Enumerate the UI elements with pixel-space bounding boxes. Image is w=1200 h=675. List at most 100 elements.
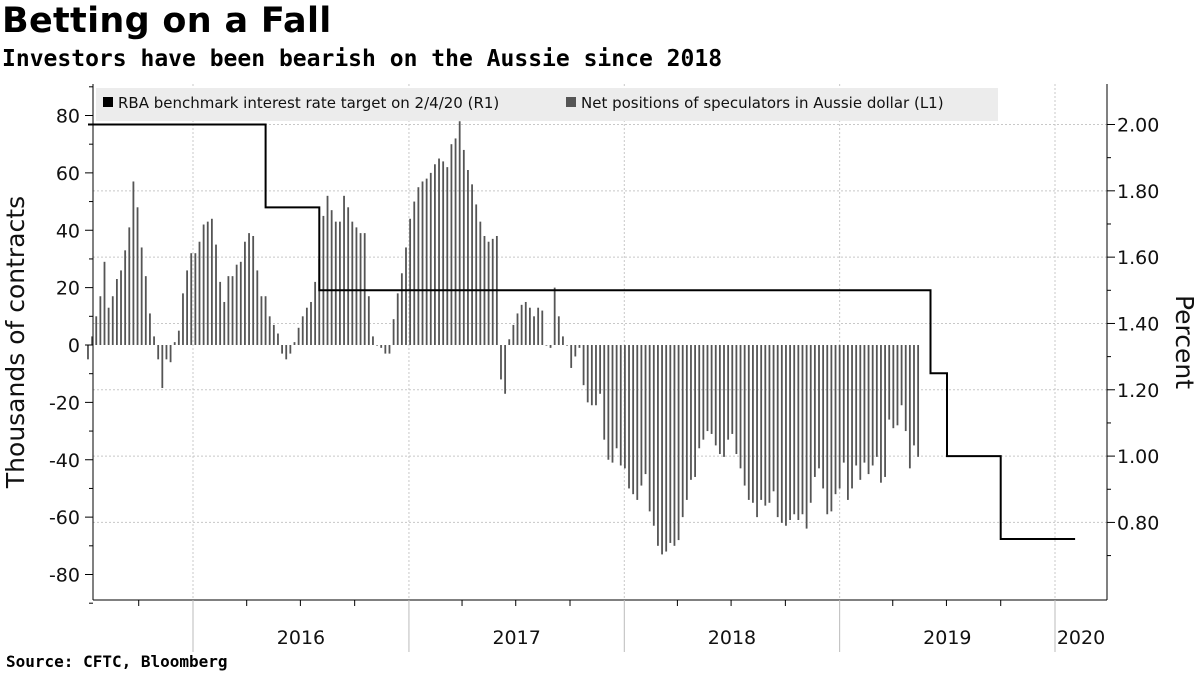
positions-bar	[611, 345, 614, 463]
positions-bar	[904, 345, 907, 432]
positions-bar	[458, 121, 461, 345]
positions-bar	[690, 345, 692, 480]
positions-bar	[198, 241, 201, 345]
legend-background	[96, 88, 998, 121]
positions-bar	[875, 345, 878, 457]
positions-bar	[822, 345, 825, 489]
positions-bar	[215, 244, 217, 345]
positions-bar	[520, 304, 523, 345]
positions-bar	[718, 345, 721, 455]
positions-bar	[685, 345, 688, 500]
positions-bar	[731, 345, 734, 434]
positions-bar	[124, 250, 127, 345]
positions-bar	[244, 241, 246, 345]
positions-bar	[830, 345, 833, 512]
positions-bar	[549, 345, 552, 348]
positions-bar	[801, 345, 804, 515]
legend-label-positions: Net positions of speculators in Aussie d…	[581, 94, 944, 112]
positions-bar	[173, 342, 176, 345]
positions-bar	[504, 345, 507, 394]
positions-bar	[553, 287, 556, 345]
positions-bar	[355, 227, 358, 345]
positions-bar	[772, 345, 775, 492]
positions-bar	[913, 345, 915, 446]
positions-bar	[297, 327, 300, 345]
positions-bar	[917, 345, 920, 457]
positions-bar	[756, 345, 758, 518]
positions-bar	[91, 336, 94, 345]
positions-bar	[396, 293, 399, 345]
x-tick-label-2016: 2016	[277, 627, 325, 649]
positions-bar	[516, 313, 519, 345]
positions-bar	[392, 319, 395, 345]
positions-bar	[512, 324, 515, 345]
positions-bar	[99, 296, 102, 345]
axes: 80 60 40 20 0 -20 -40 -60 -80 2.00 1.80 1.60 1.40 1.2…	[1, 84, 1199, 652]
positions-bar	[277, 333, 279, 345]
positions-bar	[867, 345, 870, 475]
positions-bar	[698, 345, 701, 449]
positions-bar	[677, 345, 680, 541]
positions-bar	[785, 345, 787, 526]
positions-bar	[673, 345, 676, 546]
positions-bar	[446, 167, 449, 345]
positions-bar	[289, 345, 292, 354]
positions-bar	[780, 345, 783, 523]
right-tick-label: 0.80	[1117, 512, 1159, 534]
left-tick-label: 40	[56, 220, 80, 242]
positions-bar	[884, 345, 886, 477]
left-tick-label: 20	[56, 278, 80, 300]
positions-bar	[367, 296, 370, 345]
positions-bar	[231, 276, 234, 345]
positions-bar	[661, 345, 663, 555]
positions-bar	[281, 345, 283, 354]
positions-bar	[896, 345, 899, 426]
positions-bar	[153, 336, 155, 345]
positions-bar	[578, 345, 581, 348]
positions-bar	[120, 270, 122, 345]
positions-bar	[95, 316, 98, 345]
positions-bar	[372, 336, 374, 345]
positions-bar	[851, 345, 853, 489]
positions-bar	[202, 224, 205, 345]
positions-bar	[438, 158, 440, 345]
positions-bar	[450, 144, 453, 345]
positions-bar	[479, 221, 482, 345]
positions-bar	[892, 345, 895, 429]
positions-bar	[826, 345, 829, 515]
positions-bar	[871, 345, 874, 466]
positions-bar	[272, 324, 275, 345]
positions-bar	[603, 345, 606, 440]
legend: RBA benchmark interest rate target on 2/…	[96, 88, 998, 121]
positions-bar	[462, 149, 465, 345]
positions-bar	[847, 345, 849, 500]
positions-bar	[834, 345, 837, 495]
positions-bar	[657, 345, 659, 546]
positions-bar	[743, 345, 746, 486]
positions-bar	[376, 345, 378, 346]
positions-bar	[161, 345, 164, 389]
left-tick-label: 80	[56, 106, 80, 128]
positions-bar	[132, 181, 135, 345]
positions-bar	[545, 345, 548, 346]
positions-bar	[838, 345, 841, 489]
positions-bar	[413, 201, 416, 345]
right-tick-label: 1.00	[1117, 446, 1159, 468]
positions-bar	[764, 345, 767, 506]
positions-bar	[190, 253, 193, 345]
positions-bar	[334, 221, 337, 345]
positions-bar	[574, 345, 577, 357]
positions-bar	[421, 181, 424, 345]
positions-bar	[149, 313, 151, 345]
positions-bar	[363, 233, 366, 345]
positions-bar	[165, 345, 168, 360]
positions-bar	[256, 270, 259, 345]
chart-subtitle: Investors have been bearish on the Aussi…	[2, 46, 723, 72]
left-tick-label: -80	[49, 565, 80, 587]
positions-bar	[351, 221, 354, 345]
positions-bar	[442, 161, 445, 345]
positions-bar	[590, 345, 593, 406]
positions-bar	[252, 235, 255, 345]
positions-bar	[87, 345, 89, 360]
